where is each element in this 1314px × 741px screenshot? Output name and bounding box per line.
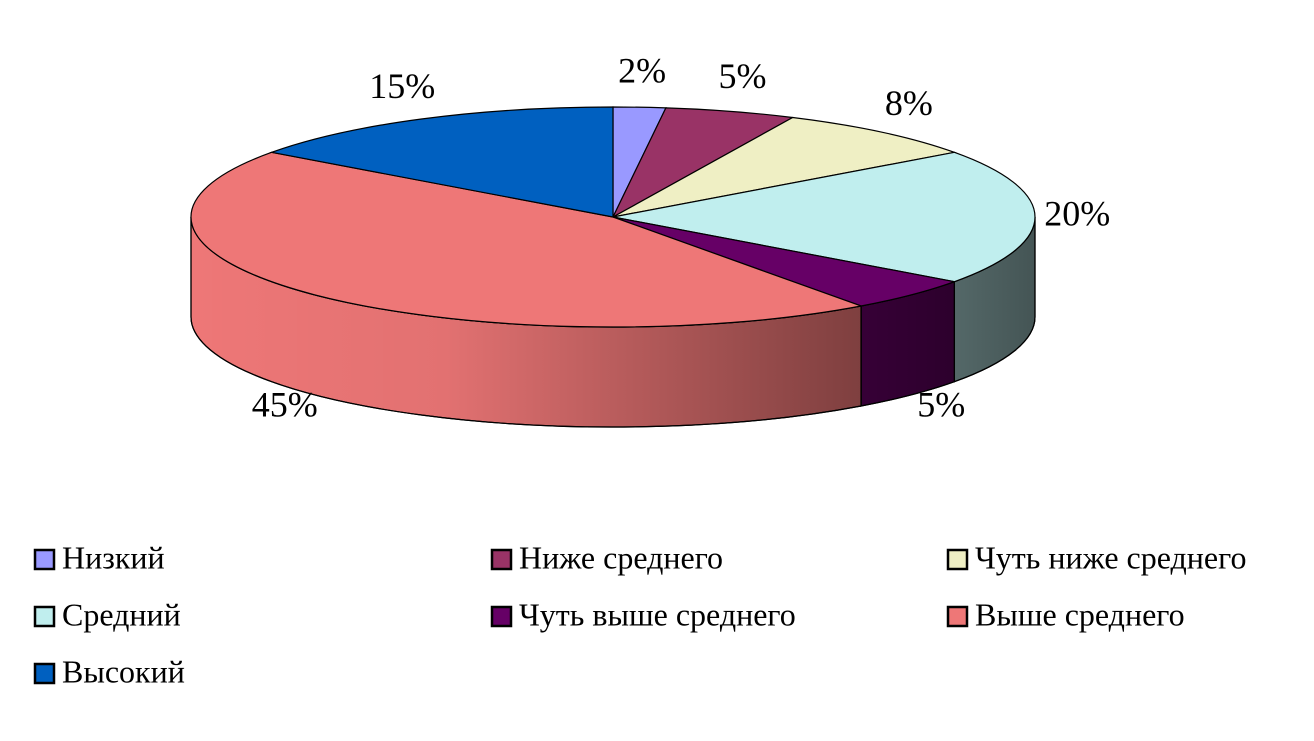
legend-label: Ниже среднего bbox=[519, 539, 723, 575]
legend-swatch bbox=[33, 605, 56, 628]
legend-swatch bbox=[33, 662, 56, 685]
data-label: 2% bbox=[618, 51, 666, 91]
pie-slice bbox=[269, 106, 614, 218]
data-label: 5% bbox=[917, 384, 965, 424]
data-label: 8% bbox=[885, 83, 933, 123]
legend-swatch bbox=[490, 605, 513, 628]
legend-label: Выше среднего bbox=[975, 596, 1185, 632]
legend-swatch bbox=[946, 605, 969, 628]
legend: Низкий Ниже среднего Чуть ниже среднего Сре… bbox=[33, 539, 1246, 689]
data-label: 5% bbox=[719, 56, 767, 96]
pie-slice bbox=[612, 116, 957, 218]
data-labels: 2% 5% 8% 20% 5% 45% 15% bbox=[252, 51, 1110, 425]
legend-label: Чуть ниже среднего bbox=[975, 539, 1246, 575]
data-label: 20% bbox=[1044, 193, 1110, 233]
legend-swatch bbox=[490, 548, 513, 571]
legend-label: Средний bbox=[62, 596, 181, 632]
legend-swatch bbox=[33, 548, 56, 571]
legend-label: Низкий bbox=[62, 539, 165, 575]
pie-slice bbox=[190, 151, 864, 328]
data-label: 15% bbox=[369, 66, 435, 106]
data-label: 45% bbox=[252, 384, 318, 424]
legend-label: Чуть выше среднего bbox=[519, 596, 796, 632]
legend-label: Высокий bbox=[62, 653, 185, 689]
pie-slice bbox=[612, 151, 1036, 283]
pie-tops bbox=[190, 106, 1036, 328]
legend-swatch bbox=[946, 548, 969, 571]
